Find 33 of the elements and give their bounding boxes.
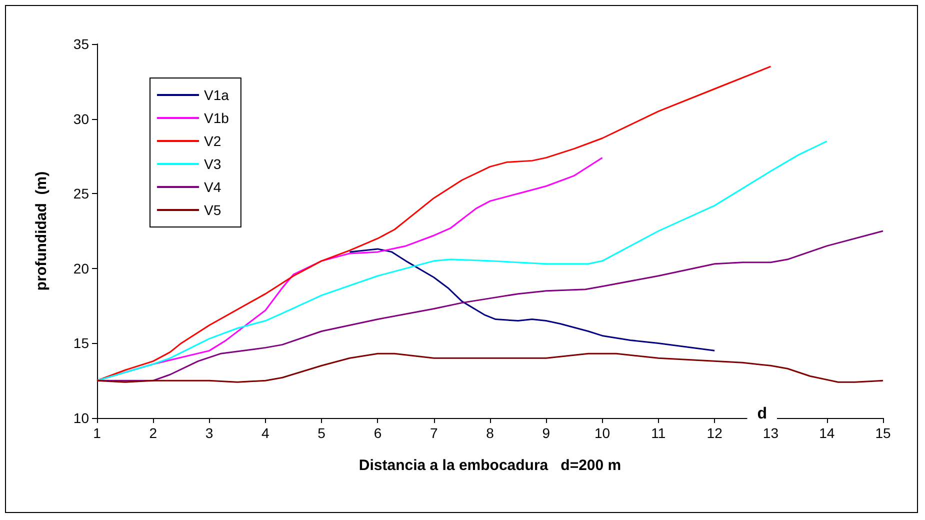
x-tick-label: 8 (486, 425, 494, 441)
x-tick-label: 4 (262, 425, 270, 441)
x-tick-label: 13 (762, 425, 779, 441)
x-tick-label: 2 (149, 425, 158, 441)
y-tick-label: 35 (73, 36, 90, 52)
legend-label: V1b (204, 110, 230, 126)
y-axis-title: profundidad (m) (33, 171, 50, 291)
x-tick-label: 11 (651, 425, 666, 441)
x-tick-label: 3 (205, 425, 214, 441)
line-series (96, 66, 772, 382)
x-tick-label: 7 (430, 425, 438, 441)
y-tick-label: 25 (73, 186, 90, 202)
x-tick-label: 12 (706, 425, 723, 441)
legend-label: V4 (204, 179, 222, 195)
line-series (96, 352, 884, 383)
annotation: d (757, 406, 768, 422)
y-tick-label: 15 (73, 335, 90, 352)
y-tick-label: 30 (73, 110, 90, 127)
x-tick-label: 5 (318, 425, 326, 441)
legend-label: V2 (204, 133, 222, 149)
legend-label: V3 (204, 156, 222, 172)
y-tick-label: 20 (73, 260, 90, 276)
x-tick-label: 10 (594, 425, 610, 441)
x-tick-label: 15 (875, 425, 891, 441)
legend-label: V1a (204, 87, 230, 103)
y-tick-label: 10 (73, 410, 90, 426)
x-tick-label: 1 (93, 425, 102, 441)
x-tick-label: 14 (819, 425, 835, 441)
x-tick-label: 9 (542, 425, 550, 441)
line-series (348, 248, 716, 352)
x-tick-label: 6 (374, 425, 382, 441)
legend-label: V5 (204, 202, 222, 218)
x-axis-title: Distancia a la embocadura d=200 m (358, 457, 622, 474)
